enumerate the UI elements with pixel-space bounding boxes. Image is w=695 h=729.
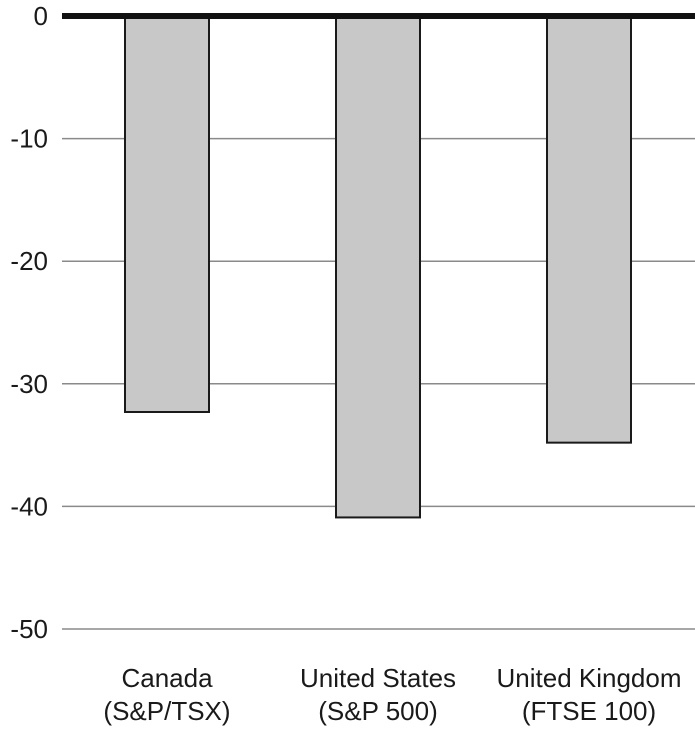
y-tick-labels: 0 -10 -20 -30 -40 -50 — [10, 1, 48, 644]
y-tick-label: -10 — [10, 124, 48, 154]
bar — [335, 15, 421, 519]
category-labels: Canada(S&P/TSX) United States(S&P 500) Uni… — [103, 663, 681, 726]
bar — [124, 15, 210, 413]
category-label: Canada — [121, 663, 213, 693]
category-label: (S&P/TSX) — [103, 696, 230, 726]
category-label: (FTSE 100) — [522, 696, 656, 726]
y-tick-label: 0 — [34, 1, 48, 31]
y-tick-label: -40 — [10, 491, 48, 521]
y-tick-label: -50 — [10, 614, 48, 644]
y-tick-label: -30 — [10, 369, 48, 399]
category-label: United States — [300, 663, 456, 693]
category-label: United Kingdom — [497, 663, 682, 693]
category-label: (S&P 500) — [318, 696, 437, 726]
y-tick-label: -20 — [10, 246, 48, 276]
bars — [124, 15, 632, 519]
bar — [546, 15, 632, 444]
